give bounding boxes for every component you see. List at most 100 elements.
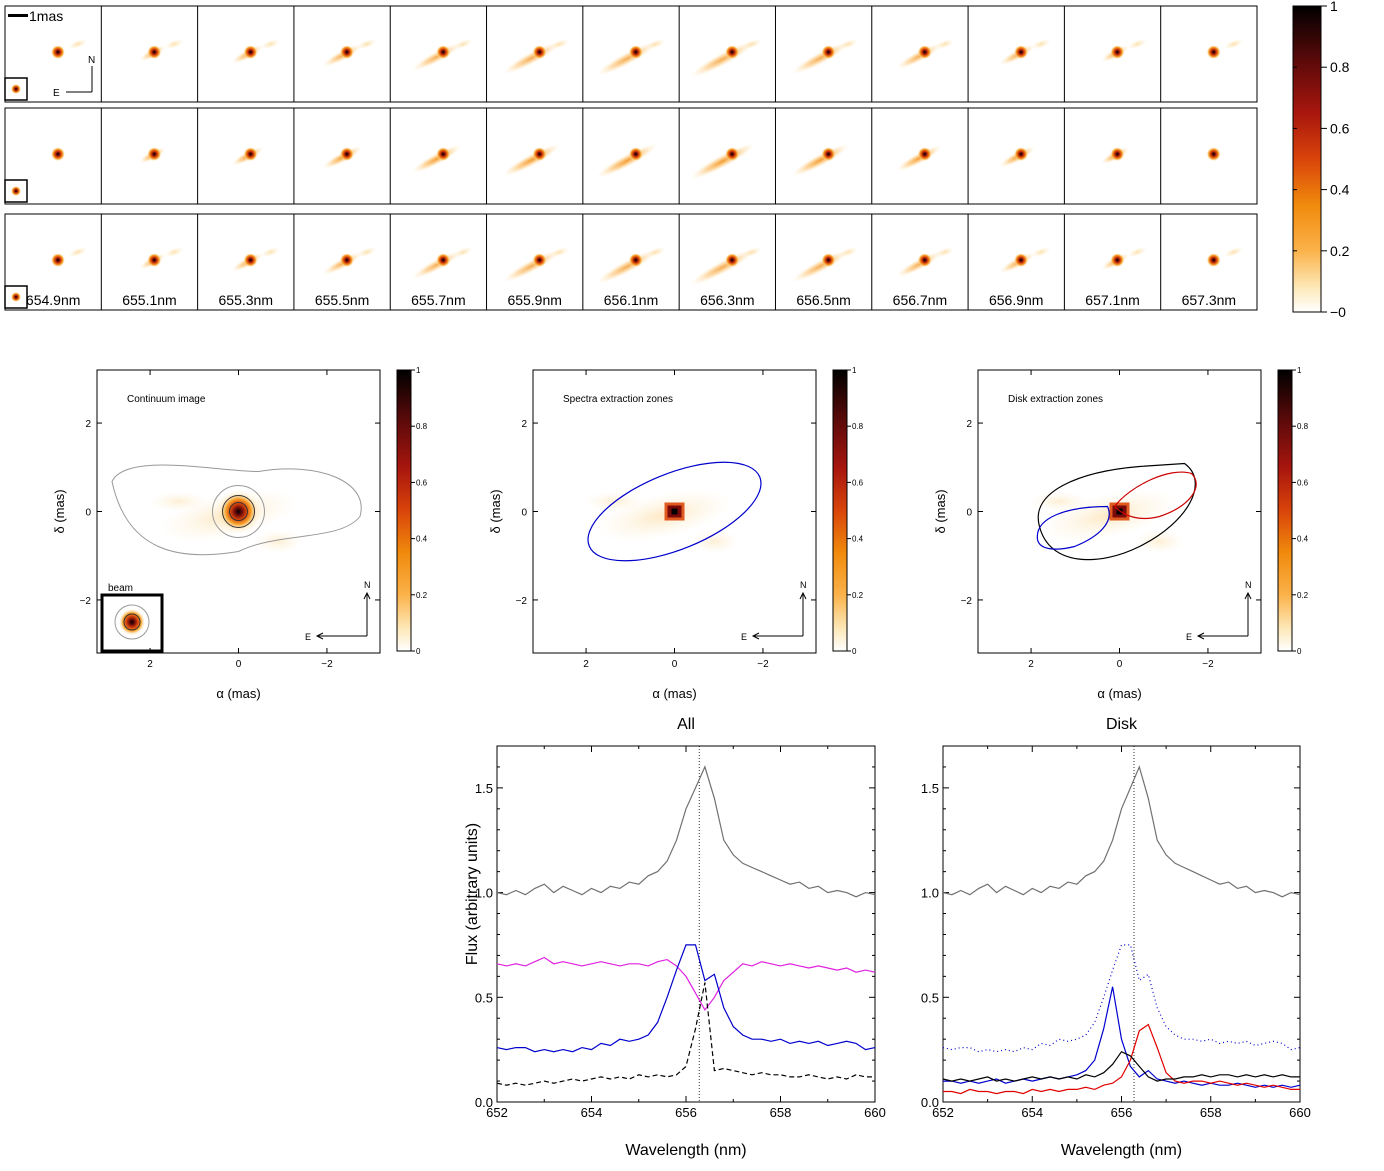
chart-xtick-label: 656 (675, 1105, 697, 1120)
chart-series-line (942, 1050, 1300, 1082)
compass-east-label: E (53, 88, 60, 99)
map-title: Continuum image (127, 394, 206, 405)
map-colorbar-tick-label: 0.2 (852, 591, 864, 600)
grid-cell: 655.7nm (389, 214, 473, 310)
wavelength-label: 655.1nm (122, 292, 176, 308)
map-panel-3: Disk extraction zones 2 2 0 0 −2 −2 α (mas) δ (m… (933, 366, 1309, 701)
chart-ytick-label: 0.5 (475, 990, 493, 1005)
grid-cell (1063, 108, 1130, 204)
map-xtick-label: 2 (147, 659, 153, 670)
map-colorbar-tick-label: 0.4 (1297, 535, 1309, 544)
spectrum-chart-1: All 652 654 656 658 660 0.0 0.5 1.0 1.5 Wavelength… (464, 716, 886, 1159)
map-xtick-label: 2 (1028, 659, 1034, 670)
compass-east-label: E (741, 632, 747, 642)
chart-title: All (677, 716, 695, 733)
chart-xtick-label: 654 (1021, 1105, 1043, 1120)
wavelength-label: 656.1nm (604, 292, 658, 308)
grid-cell (100, 108, 166, 204)
chart-series-line (496, 956, 876, 1011)
chart-ytick-label: 1.0 (475, 886, 493, 901)
compass-north-label: N (364, 580, 371, 590)
grid-cell (967, 6, 1051, 102)
grid-cell (293, 108, 363, 204)
wavelength-label: 657.1nm (1085, 292, 1139, 308)
map-colorbar-tick-label: 0.6 (416, 478, 428, 487)
compass-north-label: N (800, 580, 807, 590)
beam-inset: beam (100, 583, 164, 653)
grid-row-2 (4, 107, 1258, 205)
chart-ytick-label: 0.0 (921, 1095, 939, 1110)
grid-cell (678, 6, 762, 102)
chart-xlabel: Wavelength (nm) (625, 1142, 746, 1159)
grid-cell (871, 108, 942, 204)
wavelength-label: 656.7nm (893, 292, 947, 308)
map-ytick-label: 0 (85, 508, 91, 519)
map-ytick-label: 0 (521, 508, 527, 519)
grid-cell (197, 6, 281, 102)
wavelength-label: 655.7nm (411, 292, 465, 308)
map-ytick-label: 0 (966, 508, 972, 519)
grid-cell (486, 6, 570, 102)
map-ytick-label: 2 (521, 419, 527, 430)
chart-series-line (942, 765, 1301, 898)
map-colorbar-tick-label: 0.6 (852, 478, 864, 487)
chart-ytick-label: 1.0 (921, 886, 939, 901)
map-ytick-label: 2 (85, 419, 91, 430)
beam-label: beam (108, 583, 133, 594)
map-xtick-label: 2 (583, 659, 589, 670)
grid-cell: 657.3nm (1160, 214, 1244, 310)
map-compass: NE (741, 580, 807, 642)
top-colorbar-tick-label: 1 (1330, 0, 1338, 14)
map-compass: NE (1186, 580, 1252, 642)
map-xlabel: α (mas) (652, 686, 696, 701)
grid-cell (389, 6, 473, 102)
map-colorbar-tick-label: 0.6 (1297, 478, 1309, 487)
wavelength-label: 656.3nm (700, 292, 754, 308)
grid-cell: 656.1nm (582, 214, 666, 310)
map-colorbar-tick-label: 0.4 (852, 535, 864, 544)
top-colorbar-tick-label: 0.6 (1330, 120, 1350, 136)
chart-series-line (496, 765, 876, 898)
map-title: Spectra extraction zones (563, 394, 673, 405)
map-colorbar-tick-label: 1 (416, 366, 421, 375)
grid-cell (4, 38, 88, 101)
chart-ytick-label: 1.5 (475, 781, 493, 796)
compass-top: N E (53, 55, 95, 99)
wavelength-label: 656.5nm (796, 292, 850, 308)
spectrum-chart-2: Disk 652 654 656 658 660 0.0 0.5 1.0 1.5 Wavelengt… (921, 716, 1311, 1159)
chart-series-line (943, 1023, 1300, 1095)
scale-bar-label: 1mas (29, 8, 63, 24)
grid-cell: 656.3nm (678, 214, 762, 310)
top-colorbar-ticks: 1 0.8 0.6 0.4 0.2 −0 (1293, 0, 1350, 320)
chart-ytick-label: 1.5 (921, 781, 939, 796)
grid-cell (582, 108, 658, 204)
chart-xtick-label: 658 (1200, 1105, 1222, 1120)
wavelength-label: 655.9nm (507, 292, 561, 308)
map-colorbar: 1 0.8 0.6 0.4 0.2 0 (396, 366, 428, 656)
top-colorbar-tick-label: 0.8 (1330, 59, 1350, 75)
spectra-charts: All 652 654 656 658 660 0.0 0.5 1.0 1.5 Wavelength… (464, 716, 1311, 1159)
grid-cell (678, 108, 755, 204)
wavelength-label: 655.5nm (315, 292, 369, 308)
chart-series-line (496, 982, 875, 1086)
chart-ylabel: Flux (arbitrary units) (464, 823, 481, 965)
map-ytick-label: 2 (966, 419, 972, 430)
grid-row-1 (4, 5, 1258, 103)
disk-zone-red (1113, 471, 1197, 520)
map-colorbar-tick-label: 0.8 (1297, 422, 1309, 431)
grid-cell (1063, 6, 1147, 102)
grid-cell (100, 6, 184, 102)
wavelength-label: 657.3nm (1182, 292, 1236, 308)
map-colorbar-tick-label: 0.2 (1297, 591, 1309, 600)
map-xtick-label: 0 (1117, 659, 1123, 670)
top-colorbar: 1 0.8 0.6 0.4 0.2 −0 (1292, 0, 1350, 320)
map-panel-2: Spectra extraction zones 2 2 0 0 −2 −2 α (mas) δ… (488, 366, 864, 701)
grid-cell (4, 147, 65, 203)
chart-xtick-label: 656 (1111, 1105, 1133, 1120)
chart-xtick-label: 654 (581, 1105, 603, 1120)
map-panel-1: beam Continuum image 2 2 0 0 −2 −2 α (mas) δ (mas… (52, 366, 428, 701)
map-colorbar: 1 0.8 0.6 0.4 0.2 0 (1277, 366, 1309, 656)
map-xtick-label: −2 (757, 659, 769, 670)
map-colorbar: 1 0.8 0.6 0.4 0.2 0 (832, 366, 864, 656)
